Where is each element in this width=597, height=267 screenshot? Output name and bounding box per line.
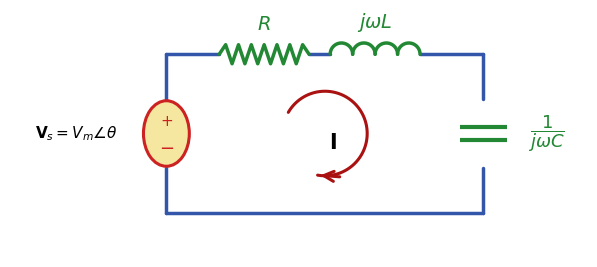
- Text: $R$: $R$: [257, 15, 271, 34]
- Text: $j\omega L$: $j\omega L$: [358, 11, 393, 34]
- Text: $\mathbf{V}_s = V_m\angle\theta$: $\mathbf{V}_s = V_m\angle\theta$: [35, 124, 118, 143]
- Text: $\mathbf{I}$: $\mathbf{I}$: [329, 133, 337, 153]
- Text: $+$: $+$: [160, 114, 173, 129]
- Text: $\dfrac{1}{j\omega C}$: $\dfrac{1}{j\omega C}$: [528, 113, 565, 154]
- Text: $-$: $-$: [159, 138, 174, 156]
- Ellipse shape: [143, 101, 189, 166]
